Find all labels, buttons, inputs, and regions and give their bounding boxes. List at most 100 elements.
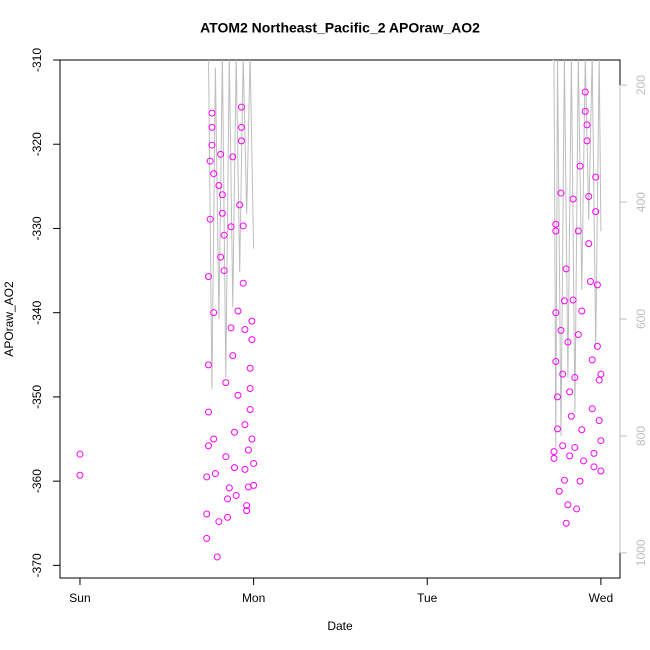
point (222, 453, 230, 461)
point (583, 137, 591, 145)
point (590, 463, 598, 471)
point (210, 170, 218, 178)
point (555, 487, 563, 495)
point (220, 267, 228, 275)
point (569, 296, 577, 304)
point (218, 209, 226, 217)
point (76, 471, 84, 479)
point (576, 162, 584, 170)
point (566, 452, 574, 460)
point (569, 195, 577, 203)
point (76, 450, 84, 458)
chart-title: ATOM2 Northeast_Pacific_2 APOraw_AO2 (200, 20, 480, 36)
point (229, 352, 237, 360)
point (241, 326, 249, 334)
point (552, 309, 560, 317)
point (557, 326, 565, 334)
point (213, 553, 221, 561)
point (571, 374, 579, 382)
x-tick-label: Tue (417, 591, 438, 605)
point (597, 437, 605, 445)
y-tick-label: -360 (30, 469, 44, 493)
point (564, 501, 572, 509)
point (586, 278, 594, 286)
point (231, 428, 239, 436)
point (574, 331, 582, 339)
point (552, 358, 560, 366)
point (224, 513, 232, 521)
secondary-line (208, 60, 602, 448)
point (206, 157, 214, 165)
point (239, 279, 247, 287)
point (244, 446, 252, 454)
point (210, 435, 218, 443)
point (222, 379, 230, 387)
point (560, 297, 568, 305)
point (588, 405, 596, 413)
point (585, 192, 593, 200)
point (236, 201, 244, 209)
y-tick-label: -370 (30, 553, 44, 577)
point (248, 317, 256, 325)
point (581, 107, 589, 115)
point (227, 324, 235, 332)
y2-tick-label: 600 (634, 309, 648, 329)
point (590, 449, 598, 457)
point (581, 88, 589, 96)
point (229, 153, 237, 161)
point (553, 393, 561, 401)
point (559, 370, 567, 378)
point (234, 391, 242, 399)
y2-tick-label: 800 (634, 426, 648, 446)
point (562, 519, 570, 527)
point (583, 121, 591, 129)
point (248, 336, 256, 344)
point (552, 227, 560, 235)
point (232, 491, 240, 499)
point (204, 442, 212, 450)
point (560, 476, 568, 484)
point (595, 376, 603, 384)
point (559, 442, 567, 450)
point (571, 443, 579, 451)
y2-tick-label: 1000 (634, 539, 648, 566)
point (573, 505, 581, 513)
point (592, 173, 600, 181)
point (578, 426, 586, 434)
point (218, 191, 226, 199)
y-tick-label: -340 (30, 300, 44, 324)
plot-box (59, 59, 621, 579)
point (585, 240, 593, 248)
point (241, 421, 249, 429)
point (208, 123, 216, 131)
point (204, 361, 212, 369)
point (241, 465, 249, 473)
point (215, 518, 223, 526)
point (203, 534, 211, 542)
point (564, 338, 572, 346)
point (246, 406, 254, 414)
point (566, 388, 574, 396)
point (210, 309, 218, 317)
point (593, 281, 601, 289)
x-tick-label: Sun (69, 591, 90, 605)
point (576, 477, 584, 485)
point (595, 416, 603, 424)
point (597, 467, 605, 475)
y-tick-label: -320 (30, 132, 44, 156)
point (588, 356, 596, 364)
y2-tick-label: 200 (634, 75, 648, 95)
point (203, 473, 211, 481)
point (550, 448, 558, 456)
y-tick-label: -310 (30, 48, 44, 72)
point (237, 123, 245, 131)
point (237, 137, 245, 145)
point (250, 459, 258, 467)
point (246, 364, 254, 372)
point (552, 220, 560, 228)
point (592, 208, 600, 216)
y-tick-label: -350 (30, 385, 44, 409)
x-axis-label: Date (327, 619, 353, 633)
